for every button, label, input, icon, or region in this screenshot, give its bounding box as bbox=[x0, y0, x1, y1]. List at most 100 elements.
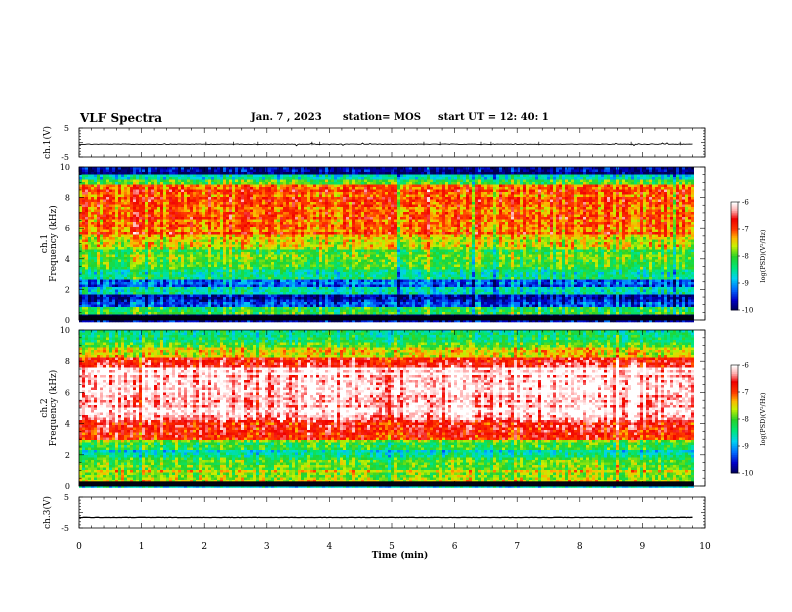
spectrogram-cell bbox=[382, 214, 386, 218]
spectrogram-cell bbox=[649, 187, 653, 190]
spectrogram-cell bbox=[403, 184, 407, 188]
spectrogram-cell bbox=[598, 172, 602, 175]
spectrogram-cell bbox=[394, 209, 398, 213]
spectrogram-cell bbox=[250, 172, 254, 175]
spectrogram-cell bbox=[88, 194, 92, 198]
spectrogram-cell bbox=[271, 194, 275, 198]
spectrogram-cell bbox=[421, 189, 425, 193]
spectrogram-cell bbox=[313, 169, 317, 173]
spectrogram-cell bbox=[145, 187, 149, 190]
spectrogram-cell bbox=[574, 194, 578, 198]
spectrogram-cell bbox=[124, 222, 128, 225]
spectrogram-cell bbox=[427, 199, 431, 203]
spectrogram-cell bbox=[319, 174, 323, 178]
spectrogram-cell bbox=[526, 192, 530, 195]
spectrogram-cell bbox=[121, 179, 125, 183]
spectrogram-cell bbox=[586, 189, 590, 193]
spectrogram-cell bbox=[535, 207, 539, 210]
spectrogram-cell bbox=[235, 189, 239, 193]
spectrogram-cell bbox=[613, 169, 617, 173]
spectrogram-cell bbox=[130, 212, 134, 215]
spectrogram-cell bbox=[613, 202, 617, 205]
spectrogram-cell bbox=[331, 212, 335, 215]
spectrogram-cell bbox=[319, 189, 323, 193]
spectrogram-cell bbox=[679, 199, 683, 203]
spectrogram-cell bbox=[181, 174, 185, 178]
spectrogram-cell bbox=[496, 179, 500, 183]
spectrogram-cell bbox=[157, 207, 161, 210]
spectrogram-cell bbox=[646, 192, 650, 195]
spectrogram-cell bbox=[118, 184, 122, 188]
spectrogram-cell bbox=[169, 174, 173, 178]
spectrogram-cell bbox=[142, 184, 146, 188]
spectrogram-cell bbox=[673, 167, 677, 170]
spectrogram-cell bbox=[349, 182, 353, 185]
spectrogram-cell bbox=[628, 219, 632, 223]
spectrogram-cell bbox=[283, 194, 287, 198]
spectrogram-cell bbox=[583, 217, 587, 220]
spectrogram-cell bbox=[427, 207, 431, 210]
spectrogram-cell bbox=[112, 194, 116, 198]
spectrogram-cell bbox=[415, 192, 419, 195]
spectrogram-cell bbox=[187, 177, 191, 180]
spectrogram-cell bbox=[253, 192, 257, 195]
spectrogram-cell bbox=[403, 187, 407, 190]
spectrogram-cell bbox=[340, 214, 344, 218]
spectrogram-cell bbox=[379, 219, 383, 223]
spectrogram-cell bbox=[664, 174, 668, 178]
spectrogram-cell bbox=[433, 177, 437, 180]
spectrogram-cell bbox=[175, 174, 179, 178]
spectrogram-cell bbox=[277, 217, 281, 220]
spectrogram-cell bbox=[559, 194, 563, 198]
spectrogram-cell bbox=[280, 217, 284, 220]
spectrogram-cell bbox=[541, 197, 545, 200]
spectrogram-cell bbox=[499, 167, 503, 170]
spectrogram-cell bbox=[649, 194, 653, 198]
spectrogram-cell bbox=[298, 179, 302, 183]
spectrogram-cell bbox=[334, 199, 338, 203]
spectrogram-cell bbox=[244, 174, 248, 178]
spectrogram-cell bbox=[367, 184, 371, 188]
spectrogram-cell bbox=[271, 174, 275, 178]
spectrogram-cell bbox=[82, 177, 86, 180]
spectrogram-cell bbox=[289, 179, 293, 183]
spectrogram-cell bbox=[91, 187, 95, 190]
spectrogram-cell bbox=[568, 194, 572, 198]
spectrogram-cell bbox=[619, 189, 623, 193]
spectrogram-cell bbox=[553, 204, 557, 208]
spectrogram-cell bbox=[289, 187, 293, 190]
spectrogram-cell bbox=[172, 202, 176, 205]
spectrogram-cell bbox=[433, 167, 437, 170]
spectrogram-cell bbox=[631, 177, 635, 180]
spectrogram-cell bbox=[625, 219, 629, 223]
spectrogram-cell bbox=[79, 177, 83, 180]
spectrogram-cell bbox=[127, 187, 131, 190]
spectrogram-cell bbox=[370, 222, 374, 225]
spectrogram-cell bbox=[343, 194, 347, 198]
spectrogram-cell bbox=[109, 222, 113, 225]
spectrogram-cell bbox=[238, 172, 242, 175]
spectrogram-cell bbox=[514, 169, 518, 173]
spectrogram-cell bbox=[625, 209, 629, 213]
spectrogram-cell bbox=[490, 172, 494, 175]
spectrogram-cell bbox=[430, 177, 434, 180]
spectrogram-cell bbox=[367, 169, 371, 173]
spectrogram-cell bbox=[187, 192, 191, 195]
spectrogram-cell bbox=[154, 207, 158, 210]
spectrogram-cell bbox=[358, 174, 362, 178]
spectrogram-cell bbox=[148, 184, 152, 188]
spectrogram-cell bbox=[322, 214, 326, 218]
spectrogram-cell bbox=[535, 217, 539, 220]
spectrogram-cell bbox=[403, 217, 407, 220]
spectrogram-cell bbox=[442, 192, 446, 195]
spectrogram-cell bbox=[172, 217, 176, 220]
spectrogram-cell bbox=[523, 189, 527, 193]
spectrogram-cell bbox=[127, 192, 131, 195]
spectrogram-cell bbox=[394, 199, 398, 203]
spectrogram-cell bbox=[226, 204, 230, 208]
spectrogram-cell bbox=[661, 177, 665, 180]
spectrogram-cell bbox=[538, 197, 542, 200]
spectrogram-cell bbox=[202, 182, 206, 185]
spectrogram-cell bbox=[235, 194, 239, 198]
spectrogram-cell bbox=[583, 189, 587, 193]
